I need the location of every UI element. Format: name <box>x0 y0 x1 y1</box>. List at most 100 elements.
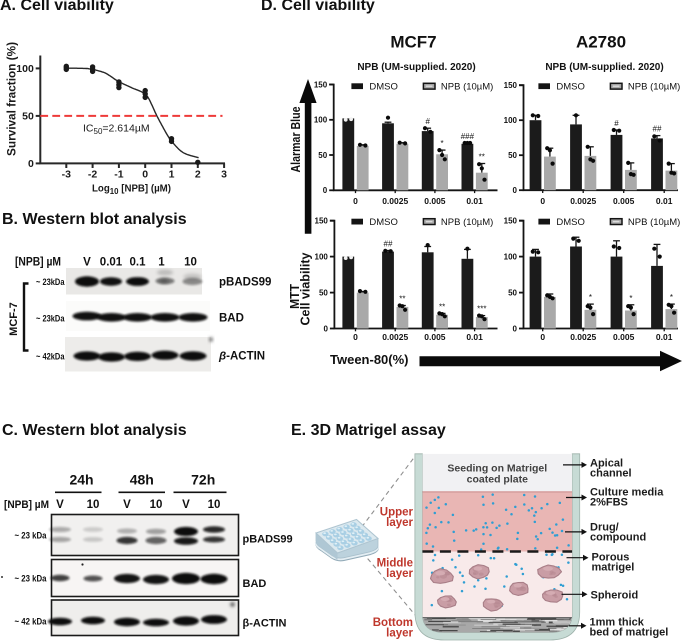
svg-text:Seeding on Matrigel: Seeding on Matrigel <box>447 463 547 475</box>
svg-text:0.01: 0.01 <box>656 196 673 206</box>
svg-text:β-ACTIN: β-ACTIN <box>243 618 287 630</box>
svg-text:Spheroid: Spheroid <box>591 589 639 601</box>
svg-text:0: 0 <box>540 332 545 342</box>
svg-text:[NPB] µM: [NPB] µM <box>4 499 49 511</box>
svg-text:100: 100 <box>314 116 328 125</box>
svg-text:compound: compound <box>590 532 646 544</box>
svg-text:10: 10 <box>184 257 197 269</box>
svg-text:bed of matrigel: bed of matrigel <box>590 627 669 639</box>
svg-text:~ 23kDa: ~ 23kDa <box>36 277 65 287</box>
svg-text:###: ### <box>461 132 475 141</box>
svg-text:NPB (10µM): NPB (10µM) <box>441 82 493 93</box>
svg-text:*: * <box>441 139 444 148</box>
svg-text:0: 0 <box>513 186 518 195</box>
svg-text:Survival fraction (%): Survival fraction (%) <box>7 42 19 156</box>
svg-text:##: ## <box>384 240 393 249</box>
svg-text:layer: layer <box>386 517 413 529</box>
svg-text:50: 50 <box>22 111 34 123</box>
svg-text:150: 150 <box>504 81 518 90</box>
svg-text:DMSO: DMSO <box>556 82 585 93</box>
svg-text:**: ** <box>399 295 405 304</box>
svg-text:0: 0 <box>353 196 358 206</box>
svg-text:V: V <box>123 499 131 511</box>
svg-text:0: 0 <box>540 196 545 206</box>
svg-text:0.01: 0.01 <box>100 257 123 269</box>
svg-text:DMSO: DMSO <box>556 217 585 228</box>
svg-text:1mm thick: 1mm thick <box>590 617 645 629</box>
svg-text:~ 42 kDa: ~ 42 kDa <box>15 617 48 627</box>
svg-text:0: 0 <box>353 332 358 342</box>
svg-text:150: 150 <box>315 217 329 226</box>
svg-text:100: 100 <box>504 253 518 262</box>
svg-text:10: 10 <box>150 499 163 511</box>
svg-text:2: 2 <box>195 168 201 180</box>
svg-text:Middle: Middle <box>377 557 413 569</box>
svg-text:Alarmar Blue: Alarmar Blue <box>289 106 303 172</box>
svg-text:MTT: MTT <box>288 284 302 309</box>
svg-text:0.005: 0.005 <box>424 196 446 206</box>
svg-text:Apical: Apical <box>590 457 623 469</box>
svg-text:0.01: 0.01 <box>466 196 483 206</box>
svg-text:100: 100 <box>16 63 34 75</box>
svg-text:100: 100 <box>504 116 518 125</box>
svg-text:**: ** <box>479 153 485 162</box>
svg-text:100: 100 <box>315 253 329 262</box>
svg-text:10: 10 <box>87 499 100 511</box>
svg-text:matrigel: matrigel <box>592 561 635 573</box>
svg-text:NPB (10µM): NPB (10µM) <box>441 217 493 228</box>
svg-text:-2: -2 <box>88 168 97 180</box>
svg-text:0.0025: 0.0025 <box>382 332 408 342</box>
svg-text:NPB (UM-supplied. 2020): NPB (UM-supplied. 2020) <box>545 62 663 73</box>
svg-text:V: V <box>182 499 190 511</box>
svg-text:48h: 48h <box>130 472 154 488</box>
svg-text:1: 1 <box>158 257 165 269</box>
svg-text:50: 50 <box>508 151 517 160</box>
svg-text:Log10 [NPB] (µM): Log10 [NPB] (µM) <box>92 182 171 196</box>
svg-text:MCF-7: MCF-7 <box>8 302 20 336</box>
svg-text:##: ## <box>653 125 662 134</box>
svg-text:Upper: Upper <box>380 506 414 518</box>
svg-text:Drug/: Drug/ <box>590 522 619 534</box>
svg-text:2%FBS: 2%FBS <box>590 496 628 508</box>
svg-text:NPB (UM-supplied. 2020): NPB (UM-supplied. 2020) <box>357 62 475 73</box>
svg-text:V: V <box>56 499 64 511</box>
svg-text:A2780: A2780 <box>576 33 626 52</box>
svg-text:β-ACTIN: β-ACTIN <box>218 351 265 363</box>
svg-text:0.01: 0.01 <box>466 332 483 342</box>
svg-text:0: 0 <box>142 168 148 180</box>
svg-text:~ 23kDa: ~ 23kDa <box>36 313 65 323</box>
svg-text:50: 50 <box>319 288 328 297</box>
svg-text:0.005: 0.005 <box>613 332 635 342</box>
svg-text:72h: 72h <box>191 472 215 488</box>
svg-text:24h: 24h <box>69 472 93 488</box>
svg-text:Tween-80(%): Tween-80(%) <box>330 352 409 367</box>
svg-text:IC50=2.614µM: IC50=2.614µM <box>83 123 150 136</box>
svg-text:0: 0 <box>513 324 518 333</box>
svg-text:MCF7: MCF7 <box>390 33 436 52</box>
svg-text:0.005: 0.005 <box>613 196 635 206</box>
svg-text:0.0025: 0.0025 <box>570 196 596 206</box>
svg-text:0: 0 <box>323 324 328 333</box>
svg-text:DMSO: DMSO <box>369 82 398 93</box>
svg-text:DMSO: DMSO <box>369 217 398 228</box>
svg-text:*: * <box>629 294 632 303</box>
svg-text:0: 0 <box>323 186 328 195</box>
svg-text:10: 10 <box>208 499 221 511</box>
svg-text:#: # <box>425 117 430 126</box>
svg-text:3: 3 <box>221 168 227 180</box>
svg-text:*: * <box>589 293 592 302</box>
svg-text:#: # <box>614 119 619 128</box>
svg-text:-1: -1 <box>114 168 123 180</box>
svg-text:V: V <box>83 257 91 269</box>
svg-text:BAD: BAD <box>219 313 244 325</box>
svg-text:0.005: 0.005 <box>424 332 446 342</box>
svg-text:NPB (10µM): NPB (10µM) <box>628 82 680 93</box>
svg-text:BAD: BAD <box>243 578 267 590</box>
svg-text:Bottom: Bottom <box>373 617 413 629</box>
svg-text:layer: layer <box>386 627 413 639</box>
svg-text:Porous: Porous <box>592 551 630 563</box>
svg-text:~ 23 kDa: ~ 23 kDa <box>15 531 48 541</box>
svg-text:1: 1 <box>169 168 175 180</box>
svg-text:0: 0 <box>28 158 34 170</box>
svg-text:**: ** <box>439 302 445 311</box>
